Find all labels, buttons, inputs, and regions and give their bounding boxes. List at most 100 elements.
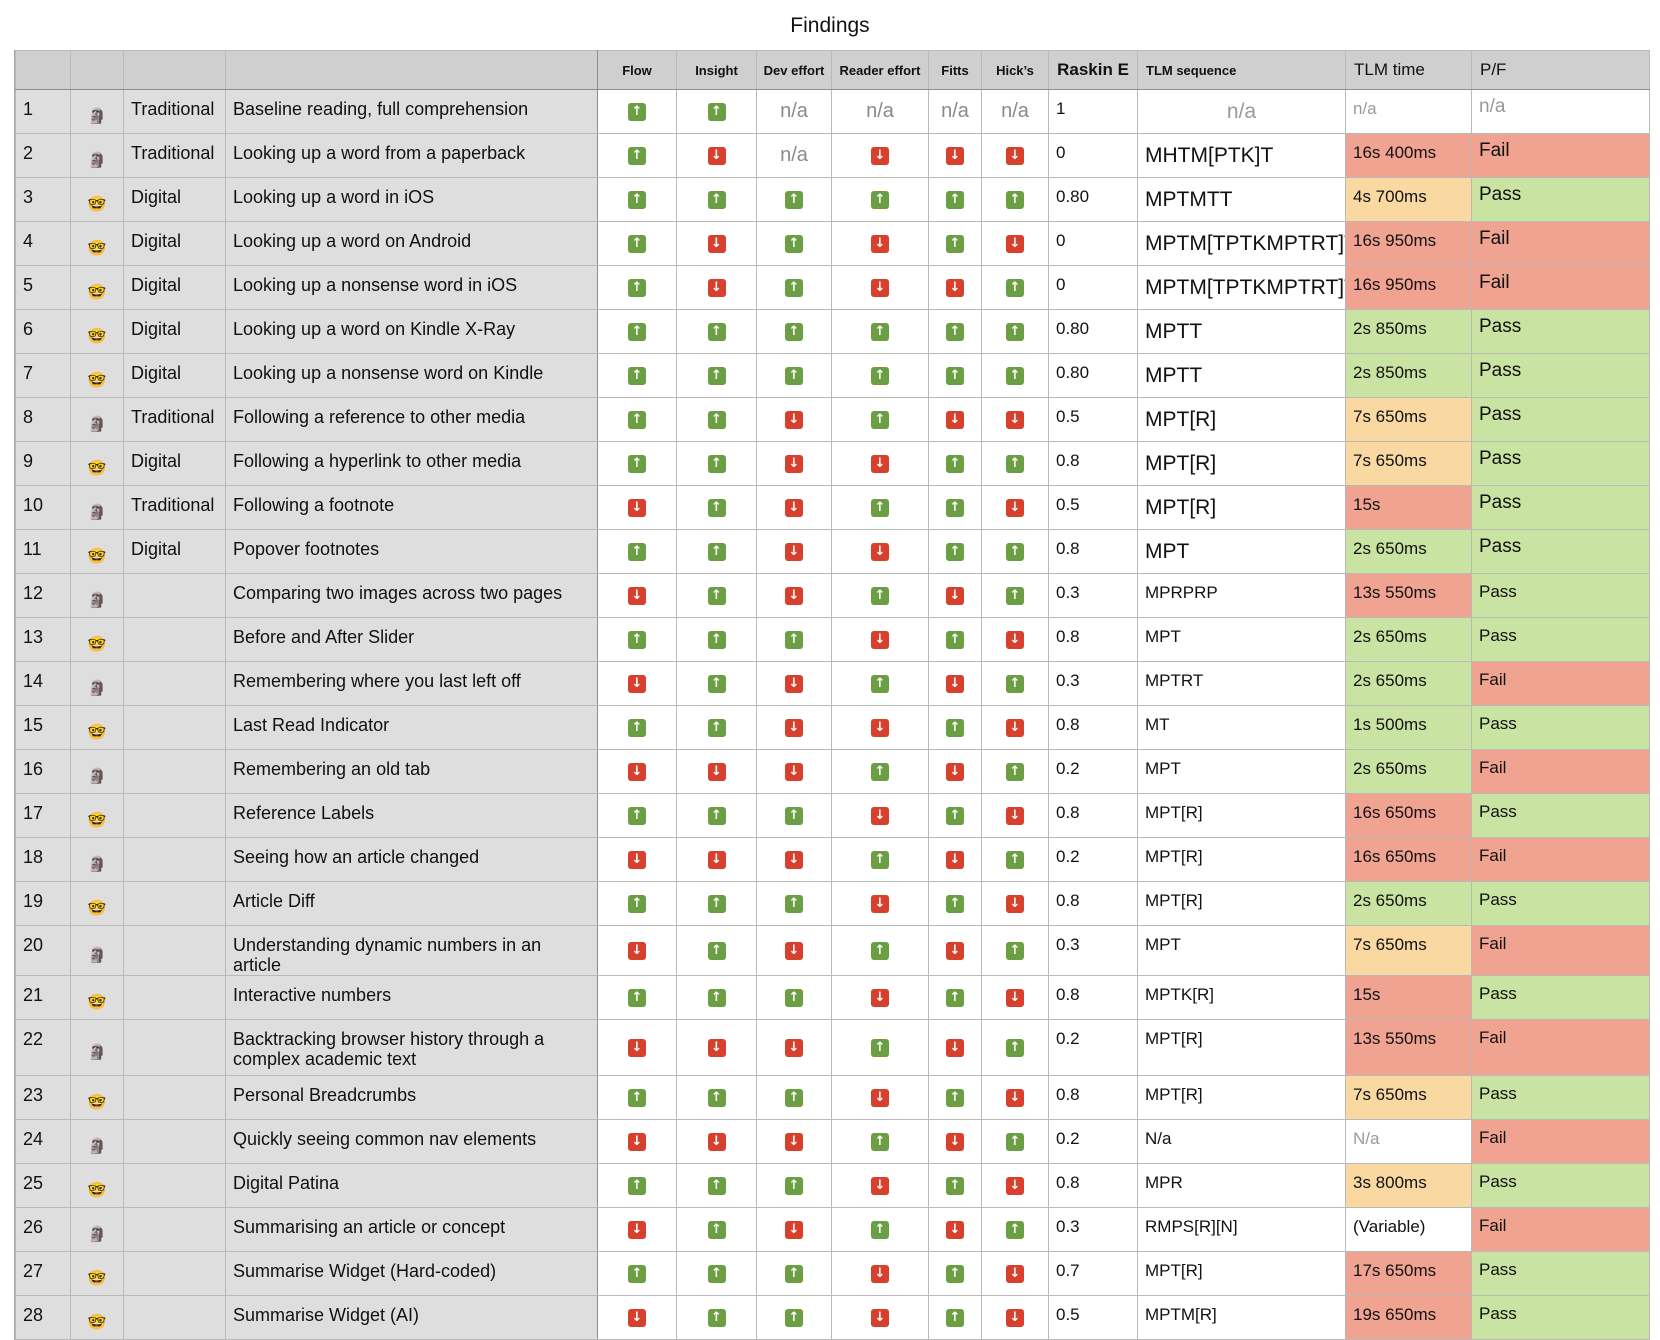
row-number-cell[interactable]: 28 [15,1295,71,1340]
insight-cell[interactable]: ↓ [676,1019,757,1076]
category-cell[interactable] [123,1019,226,1076]
raskin-cell[interactable]: 1 [1048,89,1138,134]
fitts-cell[interactable]: ↑ [928,529,982,574]
tlm-sequence-cell[interactable]: MPTMTT [1137,177,1346,222]
insight-cell[interactable]: ↑ [676,397,757,442]
hicks-cell[interactable]: ↓ [981,1295,1049,1340]
row-number-cell[interactable]: 8 [15,397,71,442]
tlm-sequence-cell[interactable]: MPTT [1137,309,1346,354]
hicks-cell[interactable]: ↑ [981,1019,1049,1076]
task-cell[interactable]: Summarise Widget (Hard-coded) [225,1251,598,1296]
row-number-cell[interactable]: 21 [15,975,71,1020]
pass-fail-cell[interactable]: Fail [1471,133,1650,178]
dev-effort-cell[interactable]: ↑ [756,353,832,398]
dev-effort-cell[interactable]: ↓ [756,661,832,706]
reader-effort-cell[interactable]: ↓ [831,705,929,750]
header-hicks[interactable]: Hick’s [981,50,1049,90]
flow-cell[interactable]: ↑ [597,353,677,398]
row-number-cell[interactable]: 18 [15,837,71,882]
tlm-sequence-cell[interactable]: MPT [1137,617,1346,662]
raskin-cell[interactable]: 0 [1048,221,1138,266]
flow-cell[interactable]: ↑ [597,133,677,178]
raskin-cell[interactable]: 0 [1048,133,1138,178]
hicks-cell[interactable]: ↓ [981,485,1049,530]
insight-cell[interactable]: ↑ [676,309,757,354]
avatar-cell[interactable]: 🗿 [70,1207,124,1252]
category-cell[interactable]: Traditional [123,89,226,134]
raskin-cell[interactable]: 0.3 [1048,925,1138,976]
tlm-sequence-cell[interactable]: MPT[R] [1137,1019,1346,1076]
dev-effort-cell[interactable]: ↑ [756,309,832,354]
category-cell[interactable] [123,1163,226,1208]
tlm-sequence-cell[interactable]: MPT[R] [1137,441,1346,486]
avatar-cell[interactable]: 🤓 [70,1075,124,1120]
row-number-cell[interactable]: 12 [15,573,71,618]
pass-fail-cell[interactable]: Fail [1471,221,1650,266]
hicks-cell[interactable]: ↓ [981,1075,1049,1120]
tlm-sequence-cell[interactable]: MPTK[R] [1137,975,1346,1020]
raskin-cell[interactable]: 0.8 [1048,1163,1138,1208]
avatar-cell[interactable]: 🗿 [70,1019,124,1076]
reader-effort-cell[interactable]: ↓ [831,1163,929,1208]
fitts-cell[interactable]: ↓ [928,661,982,706]
insight-cell[interactable]: ↑ [676,1075,757,1120]
hicks-cell[interactable]: ↑ [981,309,1049,354]
fitts-cell[interactable]: ↑ [928,309,982,354]
raskin-cell[interactable]: 0.80 [1048,309,1138,354]
tlm-time-cell[interactable]: (Variable) [1345,1207,1472,1252]
avatar-cell[interactable]: 🗿 [70,89,124,134]
row-number-cell[interactable]: 16 [15,749,71,794]
pass-fail-cell[interactable]: Pass [1471,529,1650,574]
flow-cell[interactable]: ↑ [597,177,677,222]
header-task[interactable] [225,50,598,90]
row-number-cell[interactable]: 19 [15,881,71,926]
category-cell[interactable] [123,661,226,706]
avatar-cell[interactable]: 🤓 [70,177,124,222]
tlm-time-cell[interactable]: 16s 400ms [1345,133,1472,178]
flow-cell[interactable]: ↑ [597,881,677,926]
avatar-cell[interactable]: 🤓 [70,881,124,926]
avatar-cell[interactable]: 🤓 [70,617,124,662]
reader-effort-cell[interactable]: ↓ [831,133,929,178]
insight-cell[interactable]: ↑ [676,881,757,926]
fitts-cell[interactable]: ↓ [928,1119,982,1164]
raskin-cell[interactable]: 0.80 [1048,177,1138,222]
insight-cell[interactable]: ↑ [676,661,757,706]
reader-effort-cell[interactable]: ↓ [831,881,929,926]
category-cell[interactable]: Digital [123,221,226,266]
fitts-cell[interactable]: ↓ [928,397,982,442]
fitts-cell[interactable]: ↓ [928,133,982,178]
flow-cell[interactable]: ↑ [597,309,677,354]
task-cell[interactable]: Summarise Widget (AI) [225,1295,598,1340]
avatar-cell[interactable]: 🤓 [70,975,124,1020]
reader-effort-cell[interactable]: ↓ [831,1295,929,1340]
avatar-cell[interactable]: 🤓 [70,1163,124,1208]
insight-cell[interactable]: ↑ [676,925,757,976]
dev-effort-cell[interactable]: ↑ [756,1295,832,1340]
row-number-cell[interactable]: 17 [15,793,71,838]
tlm-sequence-cell[interactable]: MPT [1137,529,1346,574]
pass-fail-cell[interactable]: Pass [1471,353,1650,398]
header-tlm-time[interactable]: TLM time [1345,50,1472,90]
task-cell[interactable]: Following a hyperlink to other media [225,441,598,486]
reader-effort-cell[interactable]: ↑ [831,177,929,222]
hicks-cell[interactable]: ↑ [981,265,1049,310]
reader-effort-cell[interactable]: ↑ [831,837,929,882]
fitts-cell[interactable]: ↑ [928,1163,982,1208]
dev-effort-cell[interactable]: ↑ [756,1075,832,1120]
reader-effort-cell[interactable]: ↑ [831,485,929,530]
hicks-cell[interactable]: ↑ [981,573,1049,618]
raskin-cell[interactable]: 0.2 [1048,1019,1138,1076]
fitts-cell[interactable]: ↓ [928,749,982,794]
insight-cell[interactable]: ↑ [676,1251,757,1296]
category-cell[interactable] [123,1251,226,1296]
category-cell[interactable]: Traditional [123,485,226,530]
avatar-cell[interactable]: 🤓 [70,793,124,838]
tlm-sequence-cell[interactable]: MPTM[TPTKMPTRT]T [1137,265,1346,310]
row-number-cell[interactable]: 1 [15,89,71,134]
flow-cell[interactable]: ↑ [597,221,677,266]
category-cell[interactable]: Digital [123,177,226,222]
dev-effort-cell[interactable]: ↓ [756,749,832,794]
row-number-cell[interactable]: 9 [15,441,71,486]
reader-effort-cell[interactable]: ↑ [831,749,929,794]
